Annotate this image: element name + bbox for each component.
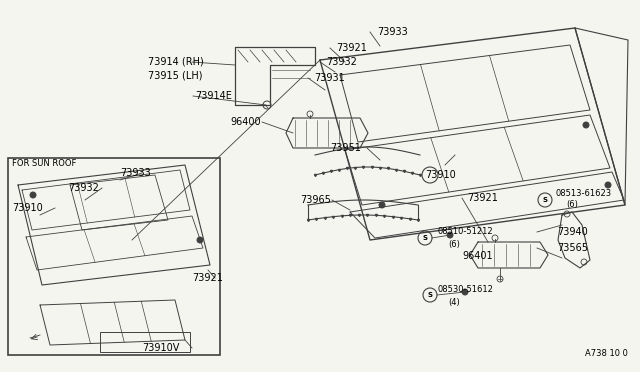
Text: 08510-51212: 08510-51212 <box>437 228 493 237</box>
Text: 08513-61623: 08513-61623 <box>555 189 611 198</box>
Text: 73940: 73940 <box>557 227 588 237</box>
Text: 08530-51612: 08530-51612 <box>438 285 494 295</box>
Circle shape <box>197 237 203 243</box>
Text: 73932: 73932 <box>68 183 99 193</box>
Text: 73932: 73932 <box>326 57 357 67</box>
Text: 73914E: 73914E <box>195 91 232 101</box>
Circle shape <box>30 192 36 198</box>
Text: 73915 (LH): 73915 (LH) <box>148 71 202 81</box>
Circle shape <box>605 182 611 188</box>
Text: (6): (6) <box>566 201 578 209</box>
Text: 73921: 73921 <box>192 273 223 283</box>
Circle shape <box>379 202 385 208</box>
Text: 73965: 73965 <box>300 195 331 205</box>
Text: 96401: 96401 <box>462 251 493 261</box>
Circle shape <box>462 289 468 295</box>
Text: 73910: 73910 <box>12 203 43 213</box>
Text: 73565: 73565 <box>557 243 588 253</box>
Text: 73931: 73931 <box>314 73 345 83</box>
Text: 73910V: 73910V <box>142 343 179 353</box>
Text: A738 10 0: A738 10 0 <box>585 349 628 358</box>
Text: 73914 (RH): 73914 (RH) <box>148 57 204 67</box>
Bar <box>100 332 190 352</box>
Text: (4): (4) <box>448 298 460 308</box>
Text: 73933: 73933 <box>120 168 151 178</box>
Text: 96400: 96400 <box>230 117 260 127</box>
Circle shape <box>447 232 453 238</box>
Text: 73933: 73933 <box>377 27 408 37</box>
Text: 73910: 73910 <box>425 170 456 180</box>
Text: S: S <box>422 235 428 241</box>
Text: S: S <box>428 292 433 298</box>
Text: 73951: 73951 <box>330 143 361 153</box>
Bar <box>8 158 220 355</box>
Text: (6): (6) <box>448 240 460 248</box>
Text: S: S <box>543 197 547 203</box>
Circle shape <box>583 122 589 128</box>
Text: 73921: 73921 <box>467 193 498 203</box>
Text: 73921: 73921 <box>336 43 367 53</box>
Text: FOR SUN ROOF: FOR SUN ROOF <box>12 158 76 167</box>
